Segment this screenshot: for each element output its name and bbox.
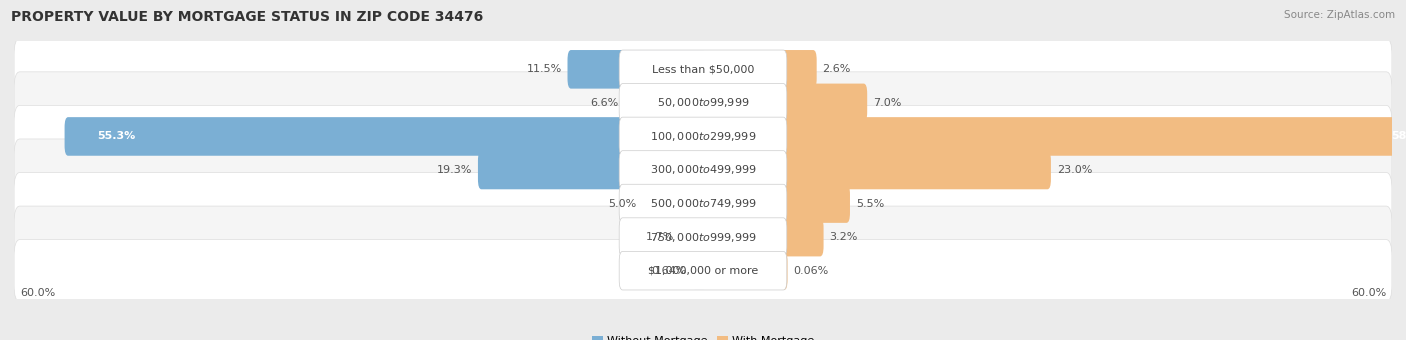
FancyBboxPatch shape	[14, 72, 1392, 134]
FancyBboxPatch shape	[681, 218, 706, 256]
Text: 60.0%: 60.0%	[1351, 288, 1386, 298]
Text: 3.2%: 3.2%	[830, 232, 858, 242]
Text: 0.06%: 0.06%	[793, 266, 828, 276]
Text: 11.5%: 11.5%	[526, 64, 562, 74]
FancyBboxPatch shape	[568, 50, 706, 89]
FancyBboxPatch shape	[780, 117, 1406, 156]
Text: $500,000 to $749,999: $500,000 to $749,999	[650, 197, 756, 210]
Text: 5.5%: 5.5%	[856, 199, 884, 208]
Text: PROPERTY VALUE BY MORTGAGE STATUS IN ZIP CODE 34476: PROPERTY VALUE BY MORTGAGE STATUS IN ZIP…	[11, 10, 484, 24]
Text: 58.8%: 58.8%	[1392, 132, 1406, 141]
FancyBboxPatch shape	[780, 50, 817, 89]
Legend: Without Mortgage, With Mortgage: Without Mortgage, With Mortgage	[588, 332, 818, 340]
Text: 0.64%: 0.64%	[651, 266, 686, 276]
FancyBboxPatch shape	[780, 218, 824, 256]
FancyBboxPatch shape	[619, 151, 787, 189]
FancyBboxPatch shape	[619, 251, 787, 290]
Text: $1,000,000 or more: $1,000,000 or more	[648, 266, 758, 276]
Text: Source: ZipAtlas.com: Source: ZipAtlas.com	[1284, 10, 1395, 20]
FancyBboxPatch shape	[692, 251, 706, 290]
FancyBboxPatch shape	[14, 139, 1392, 201]
Text: 19.3%: 19.3%	[437, 165, 472, 175]
FancyBboxPatch shape	[780, 251, 787, 290]
FancyBboxPatch shape	[619, 117, 787, 156]
FancyBboxPatch shape	[14, 240, 1392, 302]
Text: Less than $50,000: Less than $50,000	[652, 64, 754, 74]
FancyBboxPatch shape	[65, 117, 706, 156]
Text: $300,000 to $499,999: $300,000 to $499,999	[650, 164, 756, 176]
FancyBboxPatch shape	[14, 38, 1392, 100]
Text: 1.7%: 1.7%	[645, 232, 675, 242]
FancyBboxPatch shape	[619, 218, 787, 256]
FancyBboxPatch shape	[14, 206, 1392, 268]
Text: 23.0%: 23.0%	[1057, 165, 1092, 175]
Text: 6.6%: 6.6%	[589, 98, 619, 108]
FancyBboxPatch shape	[624, 84, 706, 122]
FancyBboxPatch shape	[478, 151, 706, 189]
Text: $750,000 to $999,999: $750,000 to $999,999	[650, 231, 756, 244]
Text: $50,000 to $99,999: $50,000 to $99,999	[657, 96, 749, 109]
Text: 2.6%: 2.6%	[823, 64, 851, 74]
FancyBboxPatch shape	[619, 184, 787, 223]
FancyBboxPatch shape	[619, 84, 787, 122]
Text: 55.3%: 55.3%	[97, 132, 135, 141]
FancyBboxPatch shape	[643, 184, 706, 223]
FancyBboxPatch shape	[780, 184, 851, 223]
FancyBboxPatch shape	[619, 50, 787, 89]
FancyBboxPatch shape	[780, 151, 1050, 189]
FancyBboxPatch shape	[780, 84, 868, 122]
Text: 5.0%: 5.0%	[609, 199, 637, 208]
Text: $100,000 to $299,999: $100,000 to $299,999	[650, 130, 756, 143]
FancyBboxPatch shape	[14, 105, 1392, 168]
FancyBboxPatch shape	[14, 172, 1392, 235]
Text: 60.0%: 60.0%	[20, 288, 55, 298]
Text: 7.0%: 7.0%	[873, 98, 901, 108]
